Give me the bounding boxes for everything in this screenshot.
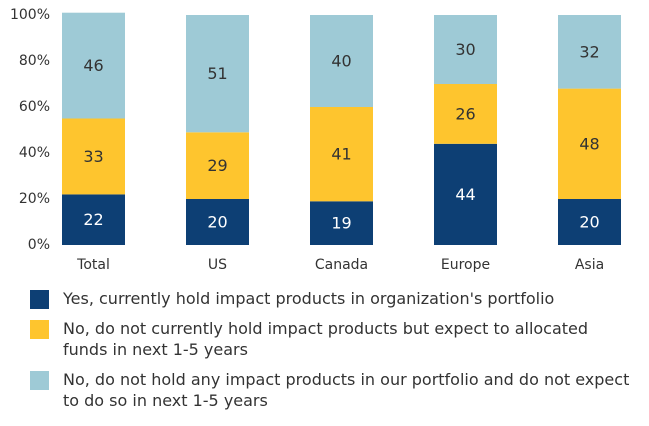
y-tick-label: 100% bbox=[10, 7, 50, 23]
x-tick-label: Total bbox=[76, 257, 110, 273]
bar-segment bbox=[310, 201, 373, 245]
data-label: 32 bbox=[579, 42, 599, 61]
data-label: 30 bbox=[455, 40, 475, 59]
data-label: 20 bbox=[207, 213, 227, 232]
legend-item: No, do not hold any impact products in o… bbox=[30, 369, 640, 411]
x-tick-label: Europe bbox=[441, 257, 490, 273]
data-label: 22 bbox=[83, 210, 103, 229]
bar-segment bbox=[186, 199, 249, 245]
bar-segment bbox=[310, 15, 373, 107]
bar-segment bbox=[310, 107, 373, 202]
legend-swatch bbox=[30, 290, 49, 309]
bar-segment bbox=[62, 118, 125, 195]
y-tick-label: 80% bbox=[19, 53, 50, 69]
legend-label: Yes, currently hold impact products in o… bbox=[63, 289, 555, 308]
x-tick-label: Canada bbox=[315, 257, 368, 273]
bar-segment bbox=[62, 12, 125, 119]
y-tick-label: 20% bbox=[19, 191, 50, 207]
bar-segment bbox=[186, 15, 249, 133]
x-tick-label: Asia bbox=[575, 257, 604, 273]
bar-segment bbox=[558, 15, 621, 89]
data-label: 46 bbox=[83, 56, 103, 75]
data-label: 20 bbox=[579, 213, 599, 232]
y-tick-label: 60% bbox=[19, 99, 50, 115]
bar-segment bbox=[434, 84, 497, 144]
data-label: 26 bbox=[455, 104, 475, 123]
data-label: 29 bbox=[207, 156, 227, 175]
data-label: 48 bbox=[579, 134, 599, 153]
data-label: 33 bbox=[83, 147, 103, 166]
x-tick-label: US bbox=[208, 257, 227, 273]
bar-segment bbox=[558, 199, 621, 245]
bar-segment bbox=[434, 15, 497, 84]
legend-label: No, do not currently hold impact product… bbox=[63, 319, 589, 359]
bar-segment bbox=[558, 88, 621, 199]
data-label: 41 bbox=[331, 145, 351, 164]
legend-item: No, do not currently hold impact product… bbox=[30, 318, 640, 360]
legend-swatch bbox=[30, 320, 49, 339]
legend-swatch bbox=[30, 371, 49, 390]
legend-item: Yes, currently hold impact products in o… bbox=[30, 288, 640, 309]
y-tick-label: 40% bbox=[19, 145, 50, 161]
bar-segment bbox=[62, 194, 125, 245]
data-label: 40 bbox=[331, 52, 351, 71]
data-label: 19 bbox=[331, 214, 351, 233]
chart: 0% 20% 40% 60% 80% 100% Total 22 33 46 US 20 29 51 Can… bbox=[10, 7, 621, 273]
legend: Yes, currently hold impact products in o… bbox=[30, 288, 640, 420]
bar-segment bbox=[434, 143, 497, 245]
data-label: 44 bbox=[455, 185, 475, 204]
legend-label: No, do not hold any impact products in o… bbox=[63, 370, 630, 410]
data-label: 51 bbox=[207, 64, 227, 83]
y-tick-label: 0% bbox=[28, 237, 50, 253]
bar-segment bbox=[186, 132, 249, 199]
